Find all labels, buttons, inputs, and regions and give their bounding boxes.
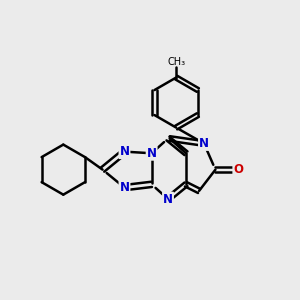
Text: CH₃: CH₃ [167,57,185,67]
Text: N: N [199,137,209,150]
Text: N: N [147,147,157,160]
Text: N: N [119,181,130,194]
Text: N: N [119,145,130,158]
Text: N: N [163,193,173,206]
Text: O: O [233,163,243,176]
